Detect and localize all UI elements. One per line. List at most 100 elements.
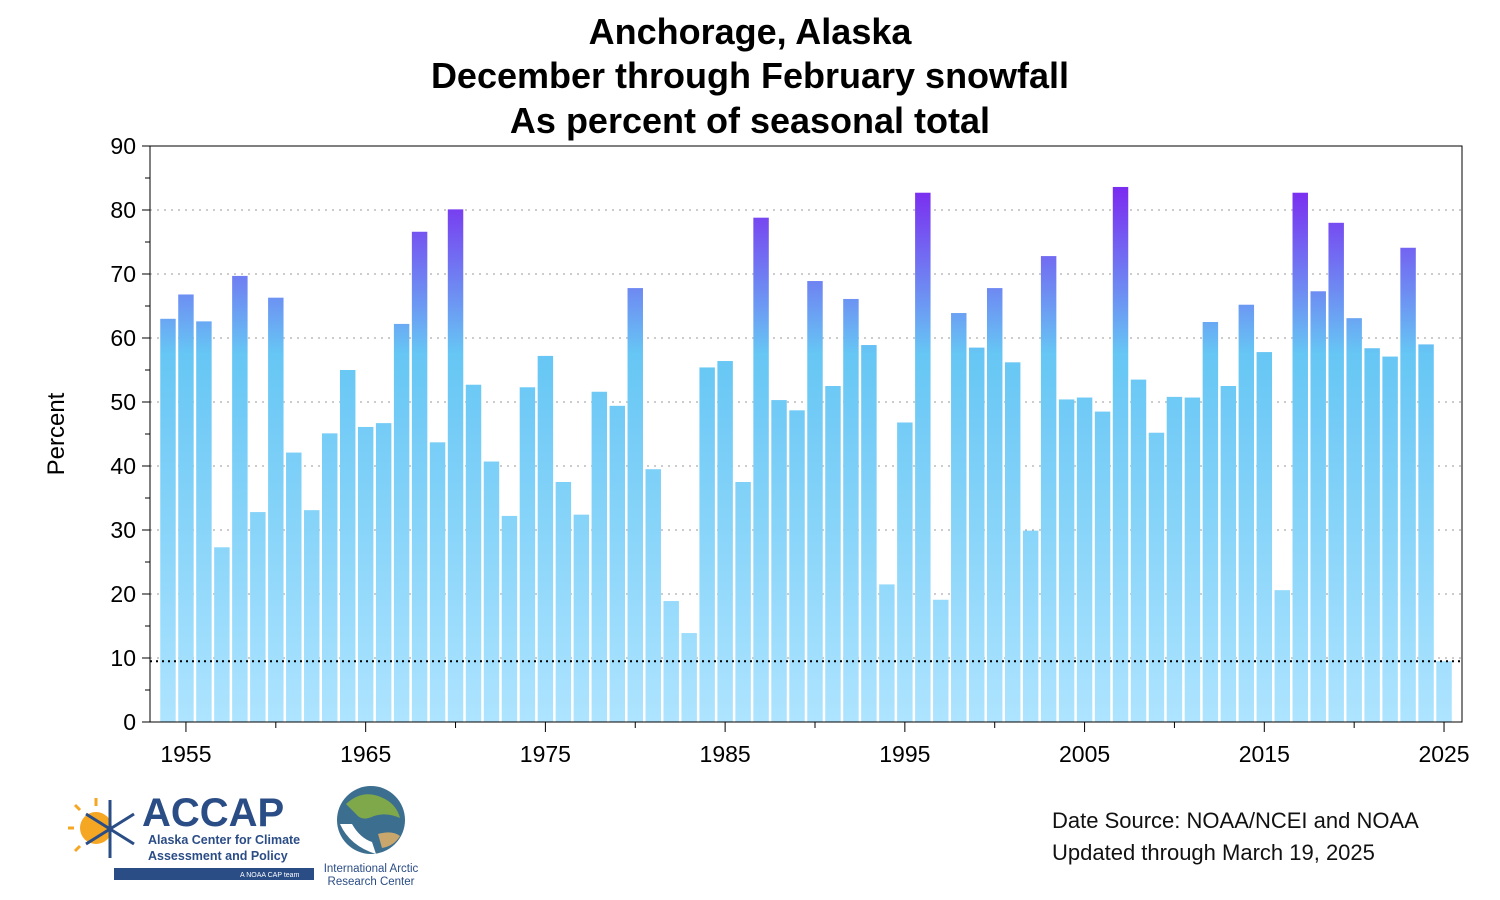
bar bbox=[951, 313, 967, 722]
bar bbox=[1436, 661, 1452, 722]
bar bbox=[879, 584, 895, 722]
bar bbox=[1166, 396, 1183, 722]
bar bbox=[1418, 344, 1434, 722]
bar bbox=[789, 410, 805, 722]
iarc-line-1: International Arctic bbox=[324, 863, 419, 875]
bar bbox=[537, 355, 554, 722]
bar bbox=[915, 192, 931, 723]
bar bbox=[717, 361, 733, 722]
accap-underline bbox=[114, 868, 314, 880]
bar bbox=[699, 367, 715, 722]
bar-chart: 0 10 20 30 40 50 60 70 80 90 1955 1965 1975 1985 1995 2… bbox=[43, 133, 1470, 767]
bar bbox=[986, 288, 1003, 722]
snowflake-icon bbox=[85, 800, 135, 858]
x-tick-label: 1995 bbox=[879, 741, 930, 767]
x-tick-label: 1975 bbox=[520, 741, 571, 767]
bar bbox=[1202, 322, 1219, 722]
y-tick-label: 90 bbox=[110, 133, 136, 159]
bar bbox=[357, 426, 374, 722]
y-tick-label: 80 bbox=[110, 197, 136, 223]
bar bbox=[214, 547, 230, 722]
bar bbox=[807, 281, 823, 722]
iarc-line-2: Research Center bbox=[328, 876, 415, 888]
bar bbox=[1112, 186, 1129, 722]
bar bbox=[573, 514, 590, 722]
accap-tag: A NOAA CAP team bbox=[240, 872, 300, 879]
bar bbox=[645, 469, 661, 722]
bar bbox=[627, 288, 643, 722]
y-tick-label: 50 bbox=[110, 389, 136, 415]
bar bbox=[897, 422, 913, 722]
chart-title-line-1: Anchorage, Alaska bbox=[588, 11, 912, 52]
y-tick-label: 40 bbox=[110, 453, 136, 479]
x-tick-label: 1955 bbox=[160, 741, 211, 767]
bar bbox=[753, 217, 769, 722]
x-tick-label: 1965 bbox=[340, 741, 391, 767]
bar bbox=[1292, 192, 1308, 723]
bar bbox=[1238, 304, 1255, 722]
bar bbox=[1400, 247, 1416, 722]
bar bbox=[1364, 348, 1380, 722]
bar bbox=[1040, 256, 1057, 722]
bar bbox=[1184, 397, 1201, 722]
bar bbox=[232, 275, 248, 722]
bar bbox=[1148, 432, 1165, 722]
bar bbox=[969, 347, 985, 722]
bar bbox=[1004, 362, 1021, 722]
bar bbox=[1022, 530, 1039, 722]
data-source-note: Date Source: NOAA/NCEI and NOAA bbox=[1052, 808, 1419, 833]
updated-note: Updated through March 19, 2025 bbox=[1052, 840, 1375, 865]
bar bbox=[196, 321, 212, 722]
bar bbox=[250, 512, 266, 722]
bar bbox=[771, 400, 787, 722]
x-tick-label: 2015 bbox=[1239, 741, 1290, 767]
y-tick-label: 10 bbox=[110, 645, 136, 671]
bar bbox=[393, 323, 410, 722]
bar bbox=[861, 345, 877, 722]
bar bbox=[465, 384, 482, 722]
accap-line-2: Assessment and Policy bbox=[148, 849, 288, 863]
accap-logo: ACCAP Alaska Center for Climate Assessme… bbox=[68, 791, 314, 880]
y-axis-label: Percent bbox=[43, 392, 70, 475]
x-tick-label: 2025 bbox=[1418, 741, 1469, 767]
bar bbox=[178, 294, 194, 722]
y-tick-label: 70 bbox=[110, 261, 136, 287]
y-tick-label: 20 bbox=[110, 581, 136, 607]
bar bbox=[447, 209, 464, 723]
bar bbox=[411, 231, 428, 722]
bar bbox=[1076, 397, 1093, 722]
y-tick-label: 0 bbox=[123, 709, 136, 735]
bar bbox=[483, 461, 500, 722]
bar bbox=[1256, 352, 1273, 722]
bar bbox=[321, 433, 338, 722]
bar bbox=[375, 423, 392, 722]
y-tick-label: 60 bbox=[110, 325, 136, 351]
bar bbox=[1058, 399, 1075, 722]
bar bbox=[609, 405, 626, 722]
bars bbox=[160, 186, 1452, 723]
accap-line-1: Alaska Center for Climate bbox=[148, 833, 300, 847]
bar bbox=[268, 297, 284, 722]
chart-title-line-3: As percent of seasonal total bbox=[509, 100, 991, 141]
globe-icon bbox=[337, 786, 405, 854]
bar bbox=[160, 318, 176, 722]
bar bbox=[591, 391, 608, 722]
bar bbox=[1382, 356, 1398, 722]
bar bbox=[1130, 379, 1147, 722]
bar bbox=[825, 386, 841, 722]
axes: 0 10 20 30 40 50 60 70 80 90 1955 1965 1975 1985 1995 2… bbox=[110, 133, 1469, 767]
bar bbox=[1310, 291, 1326, 722]
bar bbox=[1274, 590, 1291, 722]
bar bbox=[843, 298, 859, 722]
bar bbox=[339, 370, 356, 722]
bar bbox=[429, 442, 446, 722]
bar bbox=[304, 510, 320, 722]
x-tick-label: 2005 bbox=[1059, 741, 1110, 767]
bar bbox=[681, 633, 697, 722]
x-tick-label: 1985 bbox=[700, 741, 751, 767]
bar bbox=[519, 387, 536, 722]
y-tick-label: 30 bbox=[110, 517, 136, 543]
bar bbox=[501, 515, 518, 722]
bar bbox=[555, 482, 572, 722]
bar bbox=[1094, 411, 1111, 722]
